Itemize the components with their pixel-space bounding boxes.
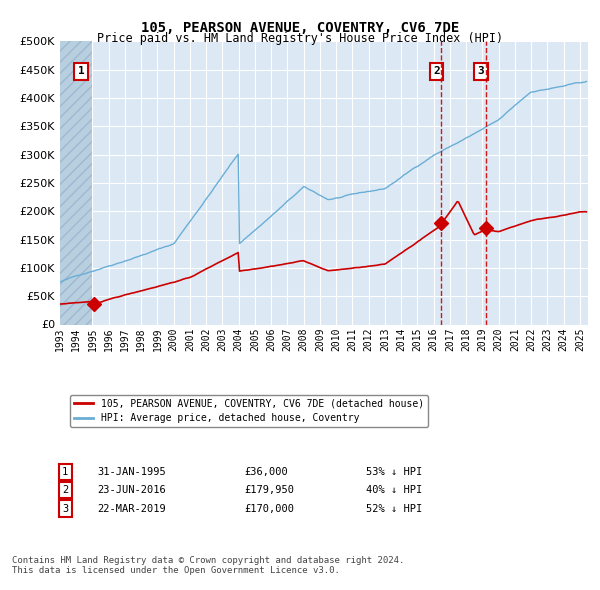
Text: 2: 2 [433, 66, 440, 76]
Text: £170,000: £170,000 [245, 504, 295, 513]
Text: 1: 1 [78, 66, 85, 76]
Text: 3: 3 [62, 504, 68, 513]
Bar [60, 41, 92, 325]
Text: 53% ↓ HPI: 53% ↓ HPI [366, 467, 422, 477]
Text: 105, PEARSON AVENUE, COVENTRY, CV6 7DE: 105, PEARSON AVENUE, COVENTRY, CV6 7DE [141, 21, 459, 35]
Legend: 105, PEARSON AVENUE, COVENTRY, CV6 7DE (detached house), HPI: Average price, det: 105, PEARSON AVENUE, COVENTRY, CV6 7DE (… [70, 395, 428, 427]
Text: 1: 1 [62, 467, 68, 477]
Text: 2: 2 [62, 485, 68, 495]
Text: 31-JAN-1995: 31-JAN-1995 [97, 467, 166, 477]
Text: £36,000: £36,000 [245, 467, 289, 477]
Text: 52% ↓ HPI: 52% ↓ HPI [366, 504, 422, 513]
Text: 40% ↓ HPI: 40% ↓ HPI [366, 485, 422, 495]
Text: Contains HM Land Registry data © Crown copyright and database right 2024.
This d: Contains HM Land Registry data © Crown c… [12, 556, 404, 575]
Text: 22-MAR-2019: 22-MAR-2019 [97, 504, 166, 513]
Text: 23-JUN-2016: 23-JUN-2016 [97, 485, 166, 495]
Text: Price paid vs. HM Land Registry's House Price Index (HPI): Price paid vs. HM Land Registry's House … [97, 32, 503, 45]
Text: 3: 3 [478, 66, 484, 76]
Text: £179,950: £179,950 [245, 485, 295, 495]
